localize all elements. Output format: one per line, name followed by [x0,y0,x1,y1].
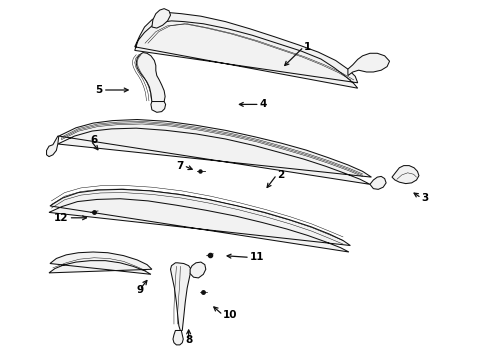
Text: 1: 1 [304,42,311,52]
Text: 10: 10 [223,310,238,320]
Polygon shape [348,53,390,76]
Text: 6: 6 [91,135,98,145]
Text: 9: 9 [136,285,143,295]
Polygon shape [136,53,165,102]
Text: 5: 5 [96,85,103,95]
Polygon shape [173,330,183,345]
Text: 12: 12 [54,213,69,223]
Text: 2: 2 [277,170,284,180]
Polygon shape [47,136,59,157]
Text: 11: 11 [250,252,265,262]
Polygon shape [171,263,191,330]
Polygon shape [49,189,350,252]
Polygon shape [370,176,386,189]
Polygon shape [152,9,171,28]
Polygon shape [49,252,152,274]
Polygon shape [151,102,166,112]
Polygon shape [135,13,358,88]
Text: 7: 7 [176,161,184,171]
Text: 3: 3 [421,193,429,203]
Polygon shape [58,120,371,184]
Text: 8: 8 [185,335,192,345]
Polygon shape [392,166,419,184]
Polygon shape [190,262,206,278]
Text: 4: 4 [260,99,267,109]
